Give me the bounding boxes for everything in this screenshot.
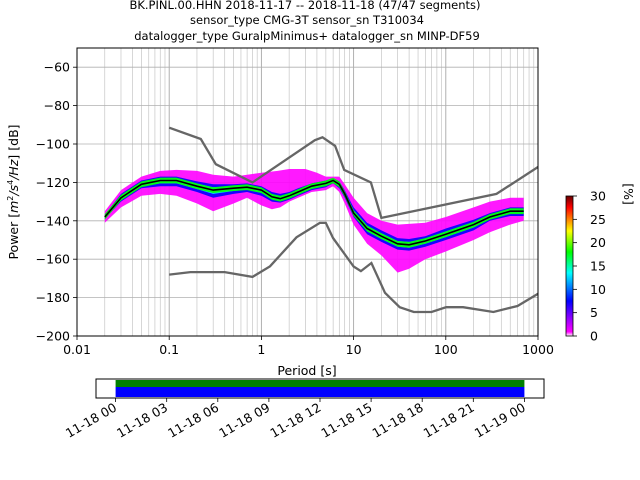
psd-mode-curve bbox=[104, 179, 524, 246]
y-axis-label: Power [m2/s4/Hz] [dB] bbox=[6, 124, 21, 259]
density-band-middle bbox=[104, 176, 524, 251]
title-line-3: datalogger_type GuralpMinimus+ datalogge… bbox=[134, 29, 480, 43]
psd-density-map bbox=[104, 169, 524, 273]
timeline-tick-label: 11-18 09 bbox=[216, 400, 272, 441]
y-tick-label: −200 bbox=[36, 329, 70, 344]
title-line-2: sensor_type CMG-3T sensor_sn T310034 bbox=[190, 13, 424, 27]
x-tick-label: 0.1 bbox=[159, 342, 179, 357]
timeline-tick-label: 11-18 00 bbox=[63, 400, 119, 441]
title-block: BK.PINL.00.HHN 2018-11-17 -- 2018-11-18 … bbox=[129, 0, 480, 43]
noise-models bbox=[168, 126, 538, 314]
data-coverage-bar bbox=[115, 387, 525, 397]
title-line-1: BK.PINL.00.HHN 2018-11-17 -- 2018-11-18 … bbox=[129, 0, 480, 12]
y-tick-label: −80 bbox=[44, 98, 70, 113]
nhnm-line bbox=[168, 126, 538, 220]
x-axis-label: Period [s] bbox=[277, 363, 336, 378]
psd-mode-line bbox=[104, 179, 524, 246]
colorbar-label: [%] bbox=[621, 183, 636, 205]
timeline-tick-label: 11-19 00 bbox=[472, 400, 528, 441]
y-tick-label: −180 bbox=[36, 290, 70, 305]
x-tick-label: 1000 bbox=[522, 342, 554, 357]
x-axis-ticks: 0.01 0.1 1 10 100 1000 bbox=[63, 336, 554, 357]
timeline-tick-label: 11-18 12 bbox=[267, 400, 323, 441]
colorbar-ticks: 0 5 10 15 20 25 30 bbox=[573, 189, 606, 344]
colorbar-tick-label: 20 bbox=[590, 235, 606, 250]
plot-frame bbox=[76, 47, 539, 337]
x-tick-label: 100 bbox=[434, 342, 458, 357]
y-tick-label: −60 bbox=[44, 60, 70, 75]
timeline-tick-label: 11-18 03 bbox=[114, 400, 170, 441]
timeline-tick-label: 11-18 15 bbox=[318, 400, 374, 441]
nlnm-line bbox=[169, 221, 538, 314]
y-tick-label: −140 bbox=[36, 213, 70, 228]
colorbar-gradient bbox=[565, 195, 574, 337]
timeline-tick-label: 11-18 21 bbox=[421, 400, 477, 441]
y-tick-label: −160 bbox=[36, 252, 70, 267]
colorbar-tick-label: 15 bbox=[590, 259, 606, 274]
gap-free-coverage-bar bbox=[115, 380, 525, 387]
timeline-tick-label: 11-18 18 bbox=[370, 400, 426, 441]
y-axis-ticks: −60 −80 −100 −120 −140 −160 −180 −200 bbox=[36, 60, 77, 344]
colorbar-tick-label: 30 bbox=[590, 189, 606, 204]
colorbar: 0 5 10 15 20 25 30 [%] bbox=[565, 183, 636, 344]
x-tick-label: 1 bbox=[257, 342, 265, 357]
x-tick-label: 10 bbox=[346, 342, 362, 357]
density-band-core bbox=[104, 177, 524, 248]
colorbar-tick-label: 10 bbox=[590, 282, 606, 297]
y-tick-label: −100 bbox=[36, 137, 70, 152]
colorbar-tick-label: 5 bbox=[590, 305, 598, 320]
y-tick-label: −120 bbox=[36, 175, 70, 190]
timeline-tick-label: 11-18 06 bbox=[165, 400, 221, 441]
colorbar-tick-label: 25 bbox=[590, 212, 606, 227]
colorbar-tick-label: 0 bbox=[590, 329, 598, 344]
x-tick-label: 0.01 bbox=[63, 342, 91, 357]
